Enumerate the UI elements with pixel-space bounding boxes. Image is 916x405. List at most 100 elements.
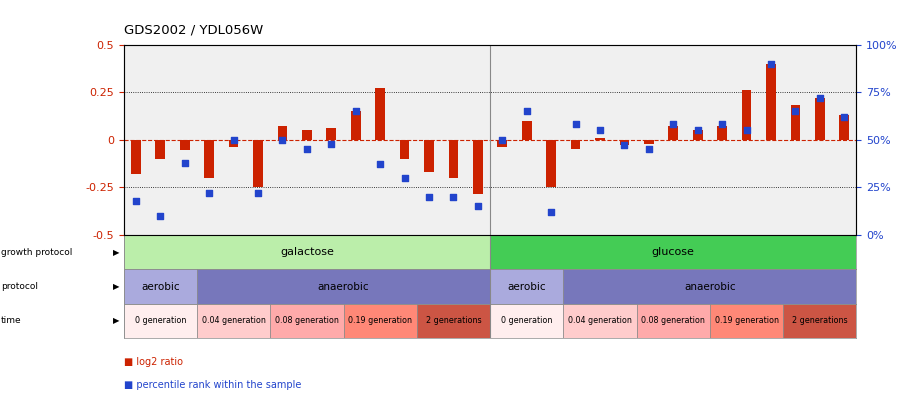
Point — [348, 108, 363, 115]
Bar — [692, 130, 703, 140]
Point — [812, 95, 827, 101]
Bar — [124, 304, 197, 338]
Text: 0.04 generation: 0.04 generation — [568, 316, 632, 326]
Text: GDS2002 / YDL056W: GDS2002 / YDL056W — [124, 23, 263, 36]
Point — [446, 194, 461, 200]
Bar — [278, 126, 288, 140]
Bar — [490, 304, 563, 338]
Text: aerobic: aerobic — [141, 281, 180, 292]
Text: 0 generation: 0 generation — [135, 316, 186, 326]
Bar — [563, 304, 637, 338]
Text: ▶: ▶ — [113, 247, 119, 257]
Text: ■ percentile rank within the sample: ■ percentile rank within the sample — [124, 380, 301, 390]
Bar — [546, 140, 556, 188]
Bar — [376, 88, 385, 140]
Bar — [563, 269, 856, 304]
Point — [324, 140, 339, 147]
Bar — [124, 235, 490, 269]
Bar — [417, 304, 490, 338]
Bar — [351, 111, 361, 140]
Point — [666, 121, 681, 128]
Point — [153, 213, 168, 219]
Bar — [815, 98, 824, 140]
Bar — [302, 130, 311, 140]
Point — [275, 136, 289, 143]
Text: 0.08 generation: 0.08 generation — [275, 316, 339, 326]
Bar — [783, 304, 856, 338]
Text: protocol: protocol — [1, 282, 38, 291]
Text: 2 generations: 2 generations — [792, 316, 847, 326]
Point — [178, 159, 192, 166]
Bar — [644, 140, 654, 143]
Point — [421, 194, 436, 200]
Point — [714, 121, 729, 128]
Point — [398, 175, 412, 181]
Bar — [229, 140, 238, 147]
Bar — [473, 140, 483, 194]
Bar — [490, 235, 856, 269]
Bar — [344, 304, 417, 338]
Text: 0.08 generation: 0.08 generation — [641, 316, 705, 326]
Point — [251, 190, 266, 196]
Bar — [124, 269, 197, 304]
Point — [617, 142, 632, 149]
Bar — [619, 140, 629, 145]
Point — [544, 209, 559, 215]
Bar — [742, 90, 751, 140]
Bar — [497, 140, 507, 147]
Point — [739, 127, 754, 134]
Text: 0.04 generation: 0.04 generation — [202, 316, 266, 326]
Point — [641, 146, 656, 153]
Point — [568, 121, 583, 128]
Bar — [326, 128, 336, 140]
Text: galactose: galactose — [280, 247, 333, 257]
Bar — [197, 304, 270, 338]
Point — [691, 127, 705, 134]
Bar — [669, 126, 678, 140]
Bar — [449, 140, 458, 178]
Text: ▶: ▶ — [113, 316, 119, 326]
Text: 2 generations: 2 generations — [426, 316, 481, 326]
Text: aerobic: aerobic — [507, 281, 546, 292]
Point — [837, 114, 852, 120]
Bar — [197, 269, 490, 304]
Point — [202, 190, 216, 196]
Text: ■ log2 ratio: ■ log2 ratio — [124, 358, 182, 367]
Point — [519, 108, 534, 115]
Bar — [399, 140, 409, 159]
Text: anaerobic: anaerobic — [318, 281, 369, 292]
Bar — [156, 140, 165, 159]
Point — [788, 108, 802, 115]
Bar — [595, 138, 605, 140]
Text: 0.19 generation: 0.19 generation — [348, 316, 412, 326]
Bar — [791, 105, 801, 140]
Text: 0.19 generation: 0.19 generation — [714, 316, 779, 326]
Bar — [253, 140, 263, 188]
Text: 0 generation: 0 generation — [501, 316, 552, 326]
Text: growth protocol: growth protocol — [1, 247, 72, 257]
Bar — [131, 140, 141, 174]
Text: anaerobic: anaerobic — [684, 281, 736, 292]
Bar — [637, 304, 710, 338]
Point — [764, 60, 779, 67]
Bar — [270, 304, 344, 338]
Point — [300, 146, 314, 153]
Bar — [571, 140, 581, 149]
Bar — [717, 126, 727, 140]
Bar — [180, 140, 190, 150]
Text: glucose: glucose — [652, 247, 694, 257]
Bar — [522, 121, 531, 140]
Bar — [839, 115, 849, 140]
Point — [471, 203, 485, 210]
Bar — [490, 269, 563, 304]
Point — [373, 161, 387, 168]
Point — [593, 127, 607, 134]
Bar — [204, 140, 214, 178]
Bar — [710, 304, 783, 338]
Bar — [424, 140, 434, 172]
Bar — [766, 64, 776, 140]
Point — [495, 136, 509, 143]
Point — [128, 197, 143, 204]
Text: time: time — [1, 316, 22, 326]
Point — [226, 136, 241, 143]
